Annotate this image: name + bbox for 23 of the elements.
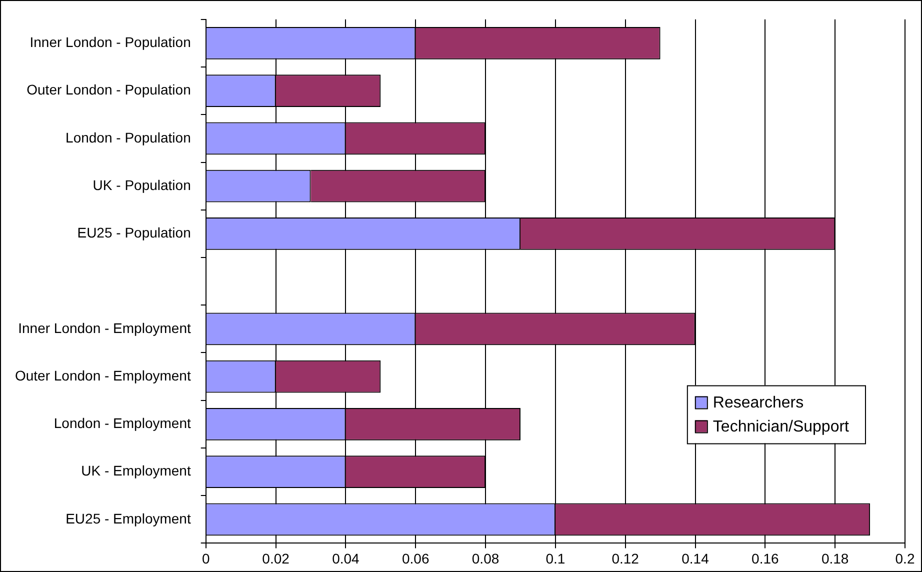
y-tick-label: UK - Population bbox=[92, 176, 191, 193]
y-tick-label: Inner London - Employment bbox=[18, 320, 191, 336]
x-tick-label: 0.16 bbox=[752, 550, 780, 566]
x-tick-label: 0.04 bbox=[332, 550, 360, 566]
y-tick-label: Inner London - Population bbox=[30, 34, 191, 50]
x-tick-label: 0.14 bbox=[682, 550, 710, 566]
x-tick-label: 0.18 bbox=[821, 550, 849, 566]
y-tick-label: EU25 - Population bbox=[77, 224, 191, 241]
x-tick-label: 0 bbox=[202, 550, 210, 566]
y-tick-label: EU25 - Employment bbox=[66, 510, 191, 526]
x-tick-label: 0.02 bbox=[262, 550, 290, 566]
x-tick-label: 0.2 bbox=[895, 550, 915, 566]
y-tick-label: London - Employment bbox=[54, 415, 191, 432]
y-tick-label: Outer London - Population bbox=[26, 82, 191, 98]
legend-label: Researchers bbox=[712, 394, 804, 412]
x-tick-label: 0.12 bbox=[612, 550, 640, 566]
x-tick-label: 0.1 bbox=[546, 550, 566, 566]
y-tick-label: UK - Employment bbox=[81, 462, 191, 479]
y-tick-label: London - Population bbox=[66, 129, 191, 146]
legend-label: Technician/Support bbox=[712, 418, 850, 436]
x-tick-label: 0.06 bbox=[402, 550, 430, 566]
x-tick-label: 0.08 bbox=[472, 550, 500, 566]
y-tick-label: Outer London - Employment bbox=[14, 367, 191, 384]
